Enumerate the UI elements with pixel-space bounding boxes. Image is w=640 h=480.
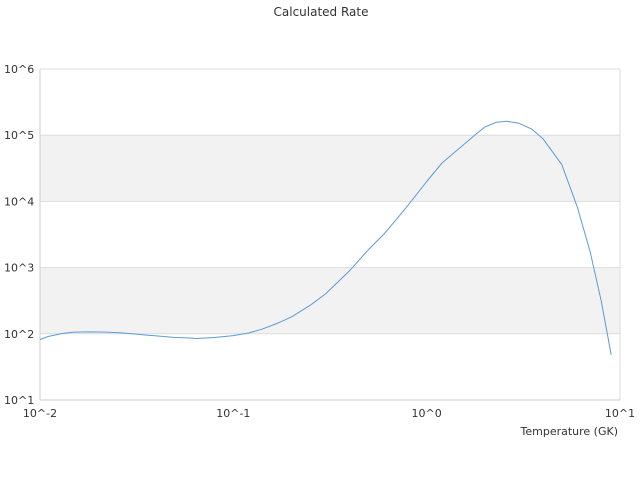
x-axis-ticks: 10^-2 10^-1 10^0 10^1 [23, 407, 635, 420]
x-tick-label: 10^-1 [216, 407, 250, 420]
grid-band [40, 267, 620, 334]
series-group [39, 120, 612, 355]
y-axis-ticks: 10^1 10^2 10^3 10^4 10^5 10^6 [4, 63, 34, 407]
x-tick-label: 10^-2 [23, 407, 57, 420]
y-tick-label: 10^4 [4, 195, 34, 208]
x-axis-label: Temperature (GK) [520, 425, 619, 438]
y-tick-label: 10^6 [4, 63, 34, 76]
y-tick-label: 10^2 [4, 328, 34, 341]
grid-band [40, 135, 620, 202]
grid-bands [40, 135, 620, 334]
x-tick-label: 10^1 [605, 407, 635, 420]
grid-lines [40, 68, 620, 401]
chart-title: Calculated Rate [274, 5, 369, 19]
x-tick-label: 10^0 [412, 407, 442, 420]
y-tick-label: 10^5 [4, 129, 34, 142]
y-tick-label: 10^1 [4, 394, 34, 407]
y-tick-label: 10^3 [4, 262, 34, 275]
axes [39, 69, 621, 401]
series-line [39, 120, 612, 355]
